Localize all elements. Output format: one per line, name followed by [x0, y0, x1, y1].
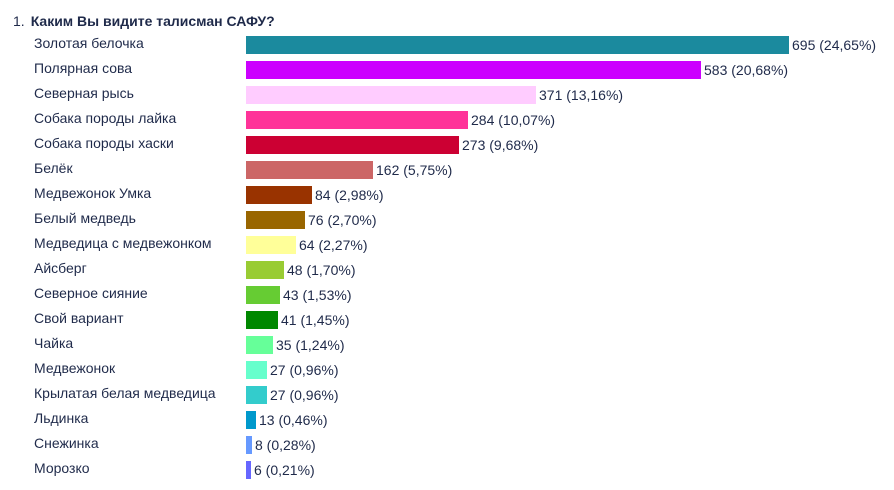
- bar: [246, 111, 468, 129]
- value-label: 64 (2,27%): [299, 237, 367, 253]
- category-label: Морозко: [34, 460, 90, 476]
- bar: [246, 311, 278, 329]
- value-label: 76 (2,70%): [308, 212, 376, 228]
- bar: [246, 136, 459, 154]
- category-label: Свой вариант: [34, 310, 124, 326]
- category-label: Медвежонок Умка: [34, 185, 151, 201]
- value-label: 695 (24,65%): [792, 37, 876, 53]
- category-label: Северная рысь: [34, 85, 134, 101]
- value-label: 284 (10,07%): [471, 112, 555, 128]
- category-label: Белый медведь: [34, 210, 136, 226]
- value-label: 84 (2,98%): [315, 187, 383, 203]
- value-label: 48 (1,70%): [287, 262, 355, 278]
- category-label: Чайка: [34, 335, 73, 351]
- value-label: 6 (0,21%): [254, 462, 315, 478]
- bar: [246, 411, 256, 429]
- category-label: Собака породы хаски: [34, 135, 174, 151]
- question-number: 1.: [13, 13, 25, 29]
- category-label: Северное сияние: [34, 285, 148, 301]
- value-label: 27 (0,96%): [270, 362, 338, 378]
- value-label: 371 (13,16%): [539, 87, 623, 103]
- question-text: Каким Вы видите талисман САФУ?: [30, 13, 275, 29]
- value-label: 41 (1,45%): [281, 312, 349, 328]
- category-label: Медведица с медвежонком: [34, 235, 212, 251]
- category-label: Снежинка: [34, 435, 99, 451]
- bar: [246, 461, 251, 479]
- category-label: Полярная сова: [34, 60, 132, 76]
- bar: [246, 261, 284, 279]
- bar: [246, 361, 267, 379]
- category-label: Крылатая белая медведица: [34, 385, 216, 401]
- value-label: 43 (1,53%): [283, 287, 351, 303]
- bar: [246, 436, 252, 454]
- question-title: 1. Каким Вы видите талисман САФУ?: [13, 12, 275, 30]
- category-label: Медвежонок: [34, 360, 116, 376]
- bar: [246, 61, 701, 79]
- bar: [246, 211, 305, 229]
- bar: [246, 86, 536, 104]
- bar: [246, 186, 312, 204]
- category-label: Собака породы лайка: [34, 110, 176, 126]
- value-label: 35 (1,24%): [276, 337, 344, 353]
- category-label: Белёк: [34, 160, 73, 176]
- value-label: 8 (0,28%): [255, 437, 316, 453]
- bar: [246, 386, 267, 404]
- value-label: 273 (9,68%): [462, 137, 538, 153]
- value-label: 13 (0,46%): [259, 412, 327, 428]
- bar: [246, 236, 296, 254]
- category-label: Льдинка: [34, 410, 89, 426]
- category-label: Айсберг: [34, 260, 87, 276]
- category-label: Золотая белочка: [34, 35, 144, 51]
- value-label: 583 (20,68%): [704, 62, 788, 78]
- bar: [246, 161, 373, 179]
- value-label: 162 (5,75%): [376, 162, 452, 178]
- bar: [246, 36, 789, 54]
- value-label: 27 (0,96%): [270, 387, 338, 403]
- bar: [246, 336, 273, 354]
- bar: [246, 286, 280, 304]
